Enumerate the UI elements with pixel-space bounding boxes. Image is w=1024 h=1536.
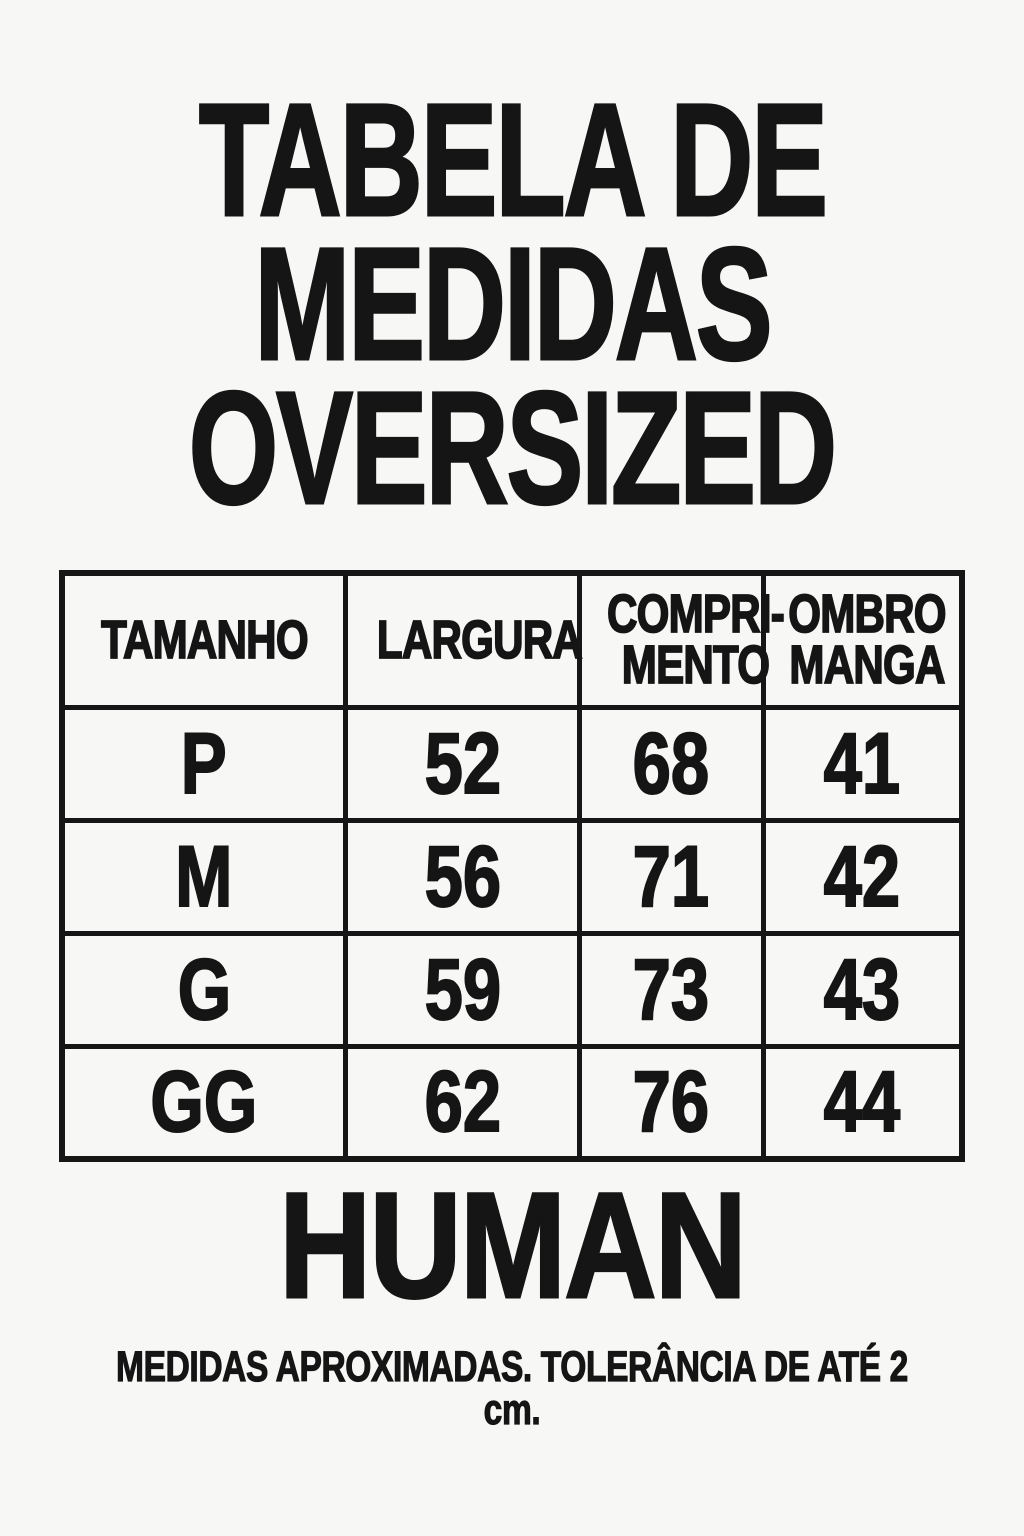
size-cell: M: [59, 817, 348, 936]
table-row-g: G 59 73 43: [59, 930, 965, 1049]
largura-cell: 56: [343, 817, 582, 936]
ombro-manga-value: 41: [823, 715, 901, 812]
largura-cell: 62: [343, 1043, 582, 1162]
title-line-tabela-de: TABELA DE: [197, 70, 828, 249]
comprimento-value: 76: [632, 1054, 710, 1151]
comprimento-value: 68: [632, 715, 710, 812]
largura-cell: 52: [343, 704, 582, 823]
table-row-m: M 56 71 42: [59, 817, 965, 936]
ombro-manga-value: 43: [823, 941, 901, 1038]
table-row-p: P 52 68 41: [59, 704, 965, 823]
col-header-largura-label: LARGURA: [376, 609, 583, 670]
largura-value: 56: [423, 828, 501, 925]
poster-title: TABELA DE MEDIDAS OVERSIZED: [0, 0, 1024, 537]
size-label: GG: [150, 1054, 259, 1151]
size-label: P: [180, 715, 228, 812]
ombro-manga-cell: 41: [760, 704, 965, 823]
header-row: TAMANHO LARGURA COMPRI- MENTO OMBRO MANG…: [59, 570, 965, 710]
tolerance-note-text: MEDIDAS APROXIMADAS. TOLERÂNCIA DE ATÉ 2…: [116, 1343, 909, 1434]
col-header-comprimento: COMPRI- MENTO: [577, 570, 785, 710]
title-row-2: MEDIDAS: [0, 214, 1024, 393]
ombro-manga-cell: 43: [760, 930, 965, 1049]
col-header-comprimento-label: COMPRI- MENTO: [606, 583, 785, 696]
largura-cell: 59: [343, 930, 582, 1049]
comprimento-cell: 68: [577, 704, 766, 823]
col-header-tamanho: TAMANHO: [59, 570, 348, 710]
title-line-medidas: MEDIDAS: [253, 214, 773, 393]
col-header-tamanho-label: TAMANHO: [100, 609, 309, 670]
ombro-manga-cell: 42: [760, 817, 965, 936]
comprimento-cell: 71: [577, 817, 766, 936]
tolerance-footnote: MEDIDAS APROXIMADAS. TOLERÂNCIA DE ATÉ 2…: [0, 1343, 1024, 1434]
largura-value: 52: [423, 715, 501, 812]
size-label: M: [175, 828, 234, 925]
size-table: TAMANHO LARGURA COMPRI- MENTO OMBRO MANG…: [59, 570, 965, 1162]
brand-name: HUMAN: [278, 1161, 748, 1329]
largura-value: 62: [423, 1054, 501, 1151]
title-row-3: OVERSIZED: [0, 358, 1024, 537]
size-cell: P: [59, 704, 348, 823]
ombro-manga-value: 44: [823, 1054, 901, 1151]
comprimento-cell: 73: [577, 930, 766, 1049]
table-row-gg: GG 62 76 44: [59, 1043, 965, 1162]
ombro-manga-cell: 44: [760, 1043, 965, 1162]
col-header-ombro-manga-label: OMBRO MANGA: [787, 583, 947, 696]
col-header-ombro-manga: OMBRO MANGA: [760, 570, 965, 710]
col-header-largura: LARGURA: [343, 570, 584, 710]
largura-value: 59: [423, 941, 501, 1038]
size-cell: G: [59, 930, 348, 1049]
comprimento-value: 71: [632, 828, 710, 925]
brand-wordmark: HUMAN: [0, 1161, 1024, 1329]
size-label: G: [176, 941, 231, 1038]
size-cell: GG: [59, 1043, 348, 1162]
comprimento-cell: 76: [577, 1043, 766, 1162]
title-row-1: TABELA DE: [0, 70, 1024, 249]
title-line-oversized: OVERSIZED: [188, 358, 839, 537]
comprimento-value: 73: [632, 941, 710, 1038]
ombro-manga-value: 42: [823, 828, 901, 925]
